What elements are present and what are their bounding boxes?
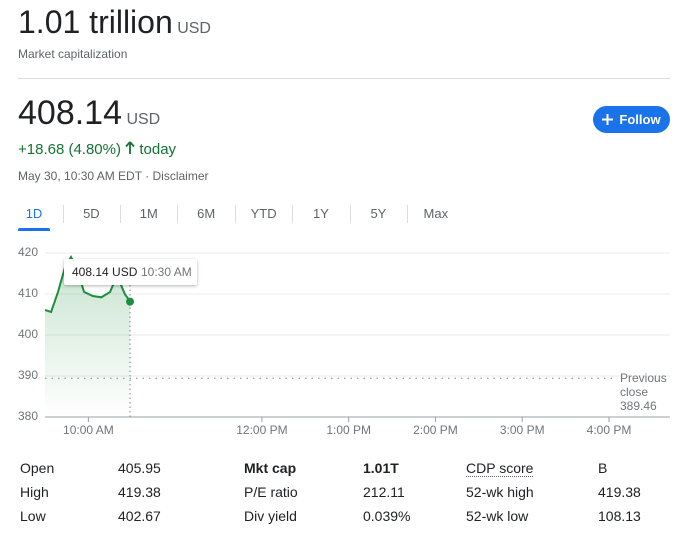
price-currency: USD	[126, 111, 161, 128]
change: +18.68 (4.80%)	[18, 141, 121, 158]
stat-value: 108.13	[598, 508, 641, 524]
x-tick-label: 10:00 AM	[63, 423, 114, 437]
tab[interactable]: 6M	[197, 206, 216, 221]
stat-label: Div yield	[244, 508, 297, 524]
x-tick-label: 2:00 PM	[413, 423, 458, 437]
x-tick-label: 12:00 PM	[236, 423, 287, 437]
tab-separator	[234, 205, 236, 223]
market-cap-row: 1.01 trillion USD	[18, 4, 211, 41]
stat-value: 402.67	[118, 508, 161, 524]
up-arrow	[125, 141, 135, 154]
x-tick-label: 4:00 PM	[587, 423, 632, 437]
tooltip-time: 10:30 AM	[141, 265, 192, 279]
y-tick-label: 420	[18, 245, 38, 259]
tab[interactable]: Max	[423, 206, 449, 221]
previous-close-value: 389.46	[620, 399, 657, 414]
area	[45, 257, 131, 417]
y-tick-label: 380	[18, 409, 38, 423]
timestamp[interactable]: May 30, 10:30 AM EDT · Disclaimer	[18, 169, 209, 183]
market-cap-label: Market capitalization	[18, 47, 128, 61]
tab-separator	[292, 205, 294, 223]
stat-label: Mkt cap	[244, 460, 297, 476]
tab[interactable]: YTD	[250, 206, 277, 221]
stat-label: Open	[20, 460, 55, 476]
divider	[18, 78, 670, 79]
price: 408.14	[18, 94, 122, 132]
stat-value: B	[598, 460, 608, 476]
stat-label: 52-wk low	[466, 508, 529, 524]
y-tick-label: 410	[18, 286, 38, 300]
market-cap-currency: USD	[177, 20, 211, 37]
tooltip	[64, 259, 197, 285]
stat-value: 212.11	[363, 484, 405, 500]
tab-separator	[406, 205, 408, 223]
plus-icon	[602, 114, 614, 125]
tab[interactable]: 1Y	[313, 206, 329, 221]
period: today	[139, 141, 177, 158]
stat-value: 419.38	[118, 484, 161, 500]
stat-label: 52-wk high	[466, 484, 534, 500]
tab-separator	[119, 205, 121, 223]
tab[interactable]: 1M	[139, 206, 158, 221]
y-tick-label: 390	[18, 368, 38, 382]
stat-value: 0.039%	[363, 508, 411, 524]
y-tick-label: 400	[18, 327, 38, 341]
follow-button[interactable]: Follow	[593, 106, 670, 133]
tab-separator	[177, 205, 179, 223]
tab[interactable]: 1D	[25, 206, 43, 221]
stat-value: 405.95	[118, 460, 161, 476]
tooltip-price: 408.14 USD	[72, 265, 138, 279]
follow-label: Follow	[619, 112, 661, 127]
tab[interactable]: 5Y	[370, 206, 387, 221]
stat-label: Low	[20, 508, 46, 524]
stat-label: CDP score	[466, 460, 534, 477]
stat-label: P/E ratio	[244, 484, 298, 500]
stat-value: 1.01T	[363, 460, 399, 476]
tab-separator	[349, 205, 351, 223]
x-tick-label: 1:00 PM	[326, 423, 371, 437]
tab-separator	[62, 205, 64, 223]
price-row: 408.14 USD	[18, 94, 160, 133]
current-point	[126, 297, 135, 306]
tab-underline	[18, 228, 50, 231]
change-row: +18.68 (4.80%) today	[18, 141, 176, 158]
x-tick-label: 3:00 PM	[500, 423, 545, 437]
tab[interactable]: 5D	[83, 206, 100, 221]
stat-value: 419.38	[598, 484, 641, 500]
market-cap-value: 1.01 trillion	[18, 4, 173, 40]
previous-close-label: Previous close	[620, 371, 667, 400]
stat-label: High	[20, 484, 49, 500]
